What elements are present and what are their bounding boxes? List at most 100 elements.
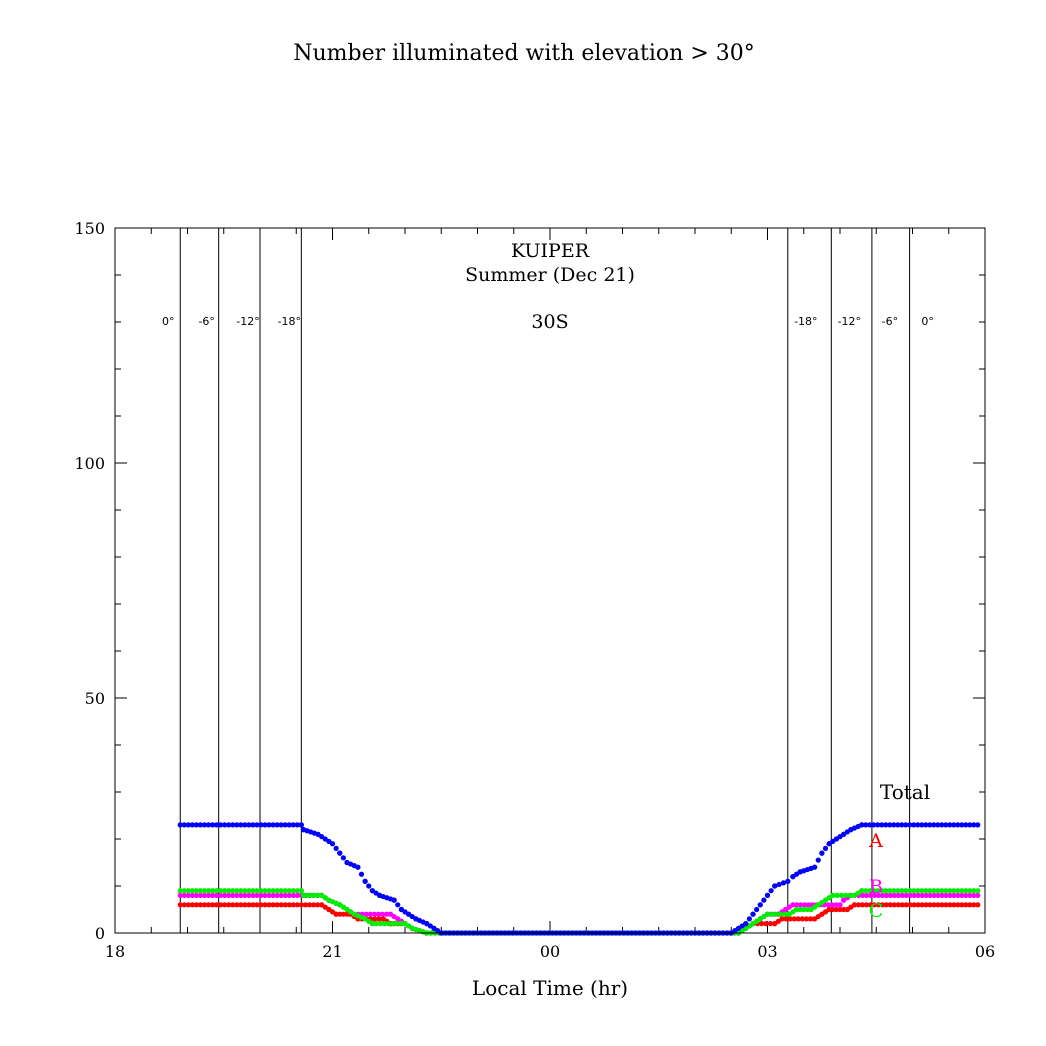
series-point [867,888,873,894]
series-point [790,902,796,908]
series-point [282,888,288,894]
series-point [923,902,929,908]
series-point [967,888,973,894]
series-point [793,906,800,913]
series-point [931,822,937,828]
series-point [887,902,893,908]
series-point [197,888,204,894]
series-point [923,892,929,899]
series-point [864,892,870,899]
series-point [975,892,981,899]
series-point [266,902,272,908]
series-point [860,892,866,899]
series-point [911,902,917,908]
data-series [177,822,981,936]
legend-item: A [868,830,883,852]
twilight-label: -18° [278,315,301,328]
series-point [804,906,810,913]
series-point [935,888,941,894]
series-point [230,892,236,899]
series-point [209,902,216,908]
series-point [955,902,961,908]
series-point [883,892,890,899]
series-point [927,892,933,899]
series-point [923,888,929,894]
series-point [743,921,749,927]
series-point [308,892,314,899]
series-point [837,906,843,913]
series-point [939,902,945,908]
series-point [286,822,292,828]
series-point [923,822,929,828]
series-point [899,892,906,899]
series-point [209,892,216,899]
series-point [201,892,208,899]
series-point [258,902,264,908]
series-point [943,822,949,828]
series-point [967,822,973,828]
series-point [879,892,886,899]
series-point [238,822,244,828]
series-point [238,888,244,894]
series-point [883,822,889,828]
series-point [298,822,304,828]
series-point [372,916,378,922]
legend-item: Total [880,780,930,804]
series-point [798,902,804,908]
twilight-label: 0° [162,315,175,328]
series-point [286,888,292,894]
series-point [971,902,977,908]
series-point [369,921,375,927]
series-point [218,822,224,828]
series-point [329,841,336,847]
y-tick-label: 50 [85,689,105,708]
series-point [826,906,832,913]
series-point [943,888,949,894]
series-point [767,921,774,927]
series-point [939,888,945,894]
series-point [274,888,280,894]
series-point [867,902,874,908]
series-point [803,916,810,922]
series-point [802,902,808,908]
series-point [189,822,195,828]
series-point [799,916,805,922]
series-point [274,902,280,908]
series-point [254,902,260,908]
series-point [819,850,825,856]
series-point [891,902,897,908]
series-point [242,892,248,899]
x-tick-label: 03 [757,942,777,961]
series-point [891,888,897,894]
series-point [876,892,882,899]
series-point [879,822,885,828]
series-point [883,888,889,894]
series-point [895,892,902,899]
series-point [911,822,917,828]
series-point [286,892,292,899]
series-point [197,902,204,908]
series-point [218,888,224,894]
series-point [266,888,272,894]
series-point [955,892,961,899]
series-point [377,921,384,927]
series-point [246,902,252,908]
series-point [838,892,845,899]
series-point [234,902,240,908]
series-point [226,892,232,899]
series-point [290,822,296,828]
series-point [230,888,236,894]
series-point [270,892,276,899]
series-point [825,902,831,908]
series-point [772,883,778,889]
series-point [181,888,187,894]
series-point [398,921,404,927]
y-tick-label: 100 [74,454,105,473]
series-point [895,888,901,894]
series-point [935,902,941,908]
series-point [258,888,264,894]
latitude-label: 30S [531,311,568,333]
series-point [290,902,296,908]
series-point [254,822,260,828]
